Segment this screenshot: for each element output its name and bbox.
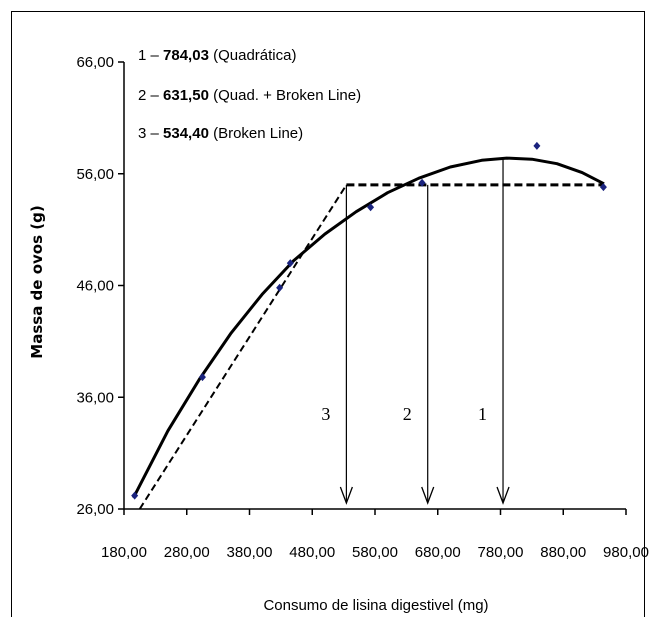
chart-frame: [11, 11, 645, 617]
x-tick-label: 780,00: [478, 544, 524, 561]
y-tick-label: 66,00: [76, 54, 114, 71]
data-point: [599, 183, 607, 192]
x-tick-label: 180,00: [101, 544, 147, 561]
broken-line-rising: [138, 184, 348, 510]
data-point: [276, 283, 284, 292]
marker-arrowhead: [496, 486, 510, 505]
x-tick-label: 980,00: [603, 544, 649, 561]
data-point: [198, 373, 206, 382]
marker-label: 2: [403, 404, 412, 424]
plot-area: 26,00 36,00 46,00 56,00 66,00 180,00 280,00 380…: [76, 54, 648, 561]
legend-entry-3: 3 – 534,40 (Broken Line): [138, 125, 303, 142]
x-axis-title: Consumo de lisina digestivel (mg): [263, 597, 488, 614]
x-tick-label: 680,00: [415, 544, 461, 561]
data-point: [131, 491, 139, 500]
legend-entry-1: 1 – 784,03 (Quadrática): [138, 47, 296, 64]
x-tick-label: 280,00: [164, 544, 210, 561]
data-point: [533, 141, 541, 150]
quadratic-curve: [132, 156, 605, 499]
x-tick-label: 580,00: [352, 544, 398, 561]
marker-arrowhead: [421, 486, 435, 505]
data-point: [286, 259, 294, 268]
x-tick-label: 380,00: [227, 544, 273, 561]
x-tick-label: 880,00: [540, 544, 586, 561]
y-tick-label: 36,00: [76, 389, 114, 406]
x-tick-label: 480,00: [289, 544, 335, 561]
legend-entry-2: 2 – 631,50 (Quad. + Broken Line): [138, 87, 361, 104]
marker-label: 3: [321, 404, 330, 424]
y-axis-title: Massa de ovos (g): [28, 205, 46, 358]
y-tick-label: 56,00: [76, 166, 114, 183]
data-point: [367, 203, 375, 212]
marker-arrowhead: [339, 486, 353, 505]
data-point: [418, 178, 426, 187]
y-tick-label: 46,00: [76, 278, 114, 295]
legend: 1 – 784,03 (Quadrática) 2 – 631,50 (Quad…: [138, 47, 361, 142]
marker-label: 1: [478, 404, 487, 424]
y-tick-label: 26,00: [76, 501, 114, 518]
